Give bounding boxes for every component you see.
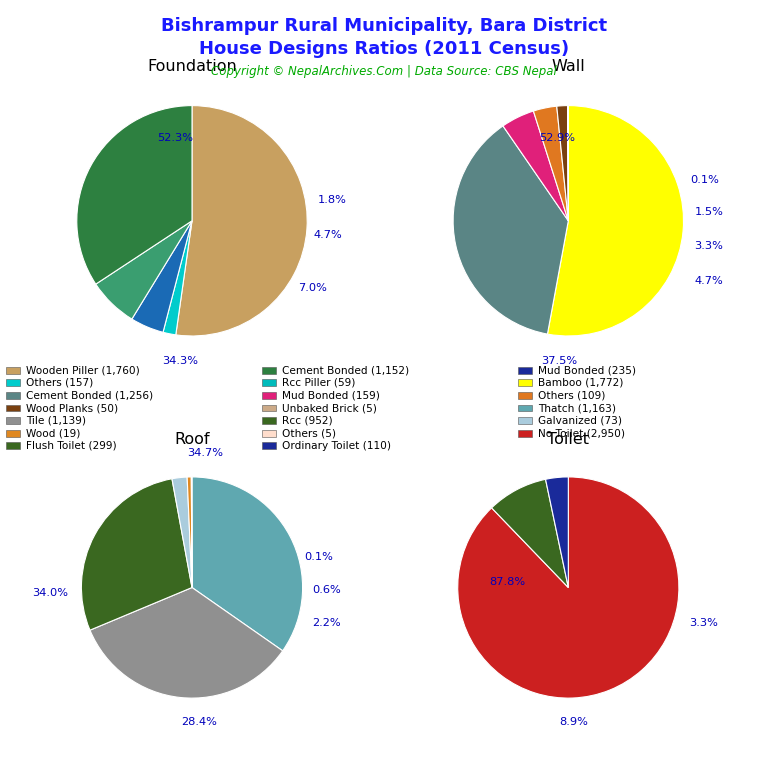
Text: 87.8%: 87.8% — [489, 577, 525, 587]
Wedge shape — [492, 479, 568, 588]
Text: 52.3%: 52.3% — [157, 133, 193, 143]
Text: 3.3%: 3.3% — [689, 618, 717, 628]
Text: Wood Planks (50): Wood Planks (50) — [26, 403, 118, 413]
Wedge shape — [453, 126, 568, 334]
Bar — [262, 366, 276, 373]
Text: 1.5%: 1.5% — [694, 207, 723, 217]
Wedge shape — [90, 588, 283, 698]
Text: 52.9%: 52.9% — [539, 133, 574, 143]
Bar — [262, 442, 276, 449]
Bar — [6, 430, 20, 437]
Bar — [6, 379, 20, 386]
Wedge shape — [458, 477, 679, 698]
Bar — [518, 405, 532, 412]
Text: 3.3%: 3.3% — [694, 241, 723, 251]
Text: No Toilet (2,950): No Toilet (2,950) — [538, 429, 625, 439]
Bar — [6, 417, 20, 424]
Bar — [6, 405, 20, 412]
Bar — [6, 366, 20, 373]
Wedge shape — [163, 221, 192, 335]
Text: Rcc Piller (59): Rcc Piller (59) — [282, 378, 356, 388]
Text: Ordinary Toilet (110): Ordinary Toilet (110) — [282, 441, 391, 451]
Bar — [262, 379, 276, 386]
Text: Bishrampur Rural Municipality, Bara District: Bishrampur Rural Municipality, Bara Dist… — [161, 17, 607, 35]
Text: 8.9%: 8.9% — [559, 717, 588, 727]
Wedge shape — [187, 477, 192, 588]
Text: Mud Bonded (159): Mud Bonded (159) — [282, 390, 380, 400]
Text: Cement Bonded (1,256): Cement Bonded (1,256) — [26, 390, 154, 400]
Text: 4.7%: 4.7% — [694, 276, 723, 286]
Text: 7.0%: 7.0% — [299, 283, 327, 293]
Text: 2.2%: 2.2% — [313, 618, 341, 628]
Bar — [262, 417, 276, 424]
Text: Thatch (1,163): Thatch (1,163) — [538, 403, 616, 413]
Wedge shape — [503, 111, 568, 221]
Bar — [6, 442, 20, 449]
Text: Others (109): Others (109) — [538, 390, 605, 400]
Text: Tile (1,139): Tile (1,139) — [26, 415, 86, 425]
Text: Unbaked Brick (5): Unbaked Brick (5) — [282, 403, 377, 413]
Text: 0.1%: 0.1% — [690, 175, 719, 186]
Text: Mud Bonded (235): Mud Bonded (235) — [538, 365, 636, 375]
Text: Wooden Piller (1,760): Wooden Piller (1,760) — [26, 365, 140, 375]
Text: 4.7%: 4.7% — [313, 230, 343, 240]
Bar — [6, 392, 20, 399]
Text: 37.5%: 37.5% — [541, 356, 578, 366]
Bar — [518, 392, 532, 399]
Title: Foundation: Foundation — [147, 59, 237, 74]
Wedge shape — [172, 477, 192, 588]
Text: Galvanized (73): Galvanized (73) — [538, 415, 622, 425]
Text: House Designs Ratios (2011 Census): House Designs Ratios (2011 Census) — [199, 40, 569, 58]
Text: Others (157): Others (157) — [26, 378, 94, 388]
Text: Flush Toilet (299): Flush Toilet (299) — [26, 441, 117, 451]
Wedge shape — [96, 221, 192, 319]
Title: Wall: Wall — [551, 59, 585, 74]
Text: Wood (19): Wood (19) — [26, 429, 81, 439]
Text: Rcc (952): Rcc (952) — [282, 415, 333, 425]
Title: Roof: Roof — [174, 432, 210, 447]
Text: 34.7%: 34.7% — [187, 448, 223, 458]
Bar — [518, 417, 532, 424]
Bar — [518, 379, 532, 386]
Wedge shape — [557, 106, 568, 221]
Text: Others (5): Others (5) — [282, 429, 336, 439]
Text: 28.4%: 28.4% — [180, 717, 217, 727]
Text: 34.3%: 34.3% — [163, 356, 198, 366]
Bar — [518, 366, 532, 373]
Text: Copyright © NepalArchives.Com | Data Source: CBS Nepal: Copyright © NepalArchives.Com | Data Sou… — [211, 65, 557, 78]
Bar — [262, 405, 276, 412]
Text: 34.0%: 34.0% — [32, 588, 68, 598]
Wedge shape — [132, 221, 192, 333]
Wedge shape — [81, 478, 192, 631]
Text: 1.8%: 1.8% — [318, 195, 347, 205]
Bar — [262, 430, 276, 437]
Text: 0.6%: 0.6% — [313, 584, 341, 594]
Bar — [262, 392, 276, 399]
Wedge shape — [545, 477, 568, 588]
Wedge shape — [192, 477, 303, 650]
Text: 0.1%: 0.1% — [305, 551, 333, 561]
Wedge shape — [77, 105, 192, 284]
Wedge shape — [548, 105, 684, 336]
Title: Toilet: Toilet — [548, 432, 589, 447]
Bar — [518, 430, 532, 437]
Text: Cement Bonded (1,152): Cement Bonded (1,152) — [282, 365, 409, 375]
Wedge shape — [534, 106, 568, 221]
Wedge shape — [176, 105, 307, 336]
Text: Bamboo (1,772): Bamboo (1,772) — [538, 378, 624, 388]
